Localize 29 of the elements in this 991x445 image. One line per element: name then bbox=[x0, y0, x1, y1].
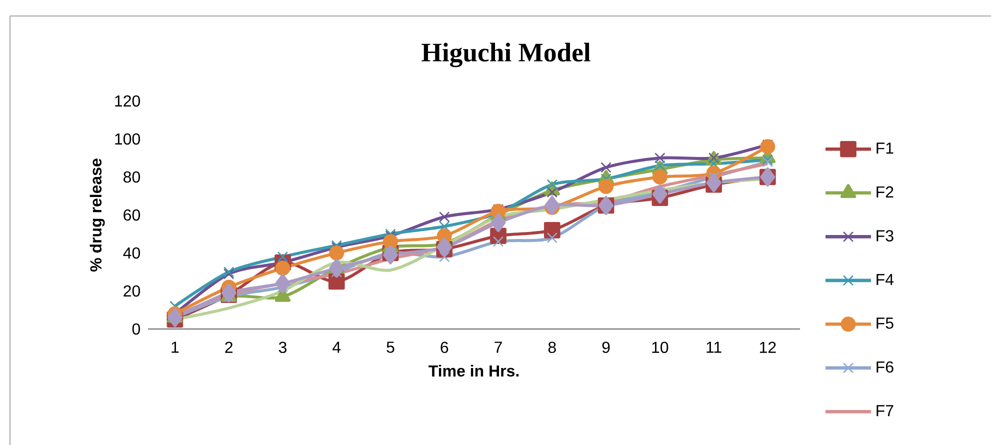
chart-title: Higuchi Model bbox=[422, 42, 590, 68]
x-tick-label: 10 bbox=[652, 342, 668, 354]
legend-label: F3 bbox=[876, 230, 894, 242]
x-tick-label: 11 bbox=[706, 342, 722, 353]
y-tick-label: 80 bbox=[124, 171, 140, 183]
x-tick-label: 9 bbox=[602, 342, 610, 354]
legend-label: F6 bbox=[876, 361, 894, 373]
y-tick-label: 20 bbox=[124, 285, 140, 297]
x-tick-label: 2 bbox=[225, 342, 232, 353]
legend-label: F1 bbox=[876, 142, 894, 154]
x-tick-label: 8 bbox=[548, 342, 556, 354]
y-tick-label: 0 bbox=[132, 323, 140, 335]
x-tick-label: 6 bbox=[440, 342, 448, 354]
y-tick-label: 120 bbox=[115, 95, 140, 107]
x-axis-title: Time in Hrs. bbox=[428, 364, 519, 377]
x-tick-label: 3 bbox=[278, 342, 286, 354]
y-tick-label: 60 bbox=[124, 209, 140, 221]
x-tick-label: 12 bbox=[760, 342, 776, 353]
x-tick-label: 5 bbox=[386, 342, 394, 353]
x-tick-label: 7 bbox=[494, 342, 502, 353]
x-tick-label: 1 bbox=[172, 342, 179, 353]
legend-label: F7 bbox=[876, 405, 894, 416]
legend-label: F5 bbox=[876, 318, 894, 329]
y-tick-label: 100 bbox=[115, 133, 140, 145]
x-tick-label: 4 bbox=[332, 342, 341, 353]
legend-label: F2 bbox=[876, 186, 894, 198]
y-axis-title: % drug release bbox=[90, 158, 105, 272]
y-tick-label: 40 bbox=[123, 247, 140, 259]
legend-label: F4 bbox=[876, 274, 894, 285]
